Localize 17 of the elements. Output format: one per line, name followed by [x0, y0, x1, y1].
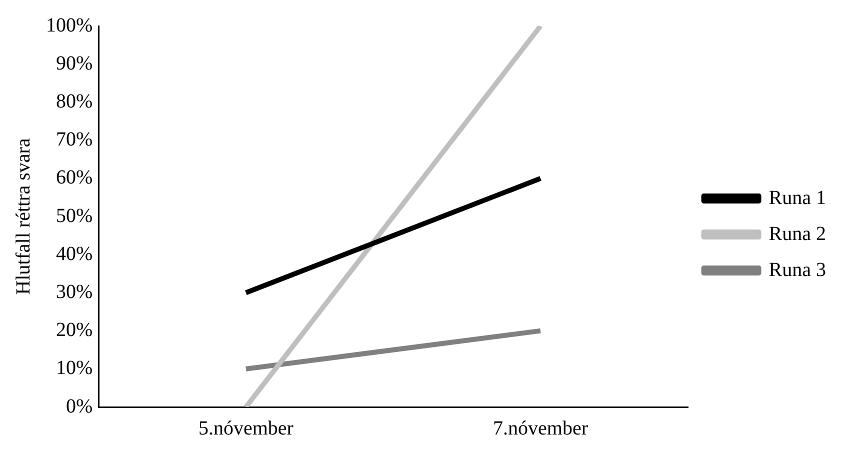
y-tick-label: 70% [56, 128, 93, 151]
y-tick-label: 0% [66, 395, 93, 418]
y-tick-label: 50% [56, 204, 93, 227]
y-tick-label: 80% [56, 90, 93, 112]
y-tick-label: 40% [56, 242, 93, 265]
x-tick-label: 5.nóvember [198, 417, 294, 440]
y-tick-label: 90% [56, 52, 93, 74]
y-tick-label: 10% [56, 357, 93, 380]
y-axis-title: Hlutfall réttra svara [12, 138, 34, 295]
legend-label: Runa 2 [768, 222, 826, 245]
y-tick-label: 100% [46, 14, 93, 36]
legend-label: Runa 1 [768, 186, 826, 209]
y-tick-label: 60% [56, 166, 93, 189]
y-tick-label: 30% [56, 280, 93, 303]
x-tick-label: 7.nóvember [493, 417, 588, 440]
legend-label: Runa 3 [768, 258, 826, 281]
y-tick-label: 20% [56, 319, 93, 342]
